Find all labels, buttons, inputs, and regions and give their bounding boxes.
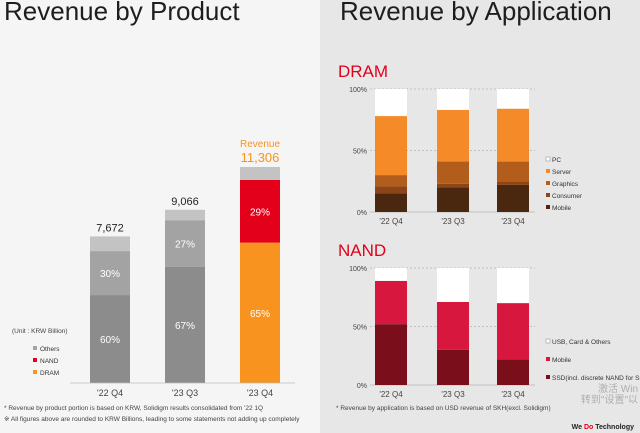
bar-segment: [375, 280, 407, 325]
footnote-product: * Revenue by product portion is based on…: [4, 405, 264, 412]
bar-total-label: 9,066: [171, 196, 199, 208]
y-tick-label: 100%: [349, 266, 367, 273]
highlight-label: Revenue: [240, 139, 280, 150]
y-tick-label: 50%: [353, 325, 367, 332]
logo-suffix: Technology: [593, 424, 634, 431]
legend-swatch: [546, 193, 550, 197]
bar-segment: [437, 161, 469, 184]
bar-value-label: 27%: [175, 240, 195, 251]
bar-segment: [240, 167, 280, 180]
activation-watermark: 激活 Win 转到"设置"以: [581, 384, 638, 406]
bar-segment: [90, 251, 130, 296]
bar-segment: [375, 268, 407, 281]
legend-swatch: [545, 156, 551, 162]
bar-segment: [497, 108, 529, 162]
bar-segment: [437, 109, 469, 162]
bar-segment: [240, 242, 280, 383]
legend-swatch: [33, 358, 37, 362]
bar-segment: [240, 179, 280, 243]
chart-section-title: DRAM: [338, 62, 388, 81]
bar-segment: [437, 183, 469, 188]
legend-label: SSD(incl. discrete NAND for SSDs): [552, 375, 640, 382]
legend-swatch: [546, 205, 550, 209]
legend-swatch: [33, 346, 37, 350]
unit-label: (Unit : KRW Billion): [12, 328, 68, 335]
left-title: Revenue by Product: [4, 0, 240, 26]
legend-label: Consumer: [552, 193, 583, 200]
legend-label: Others: [40, 346, 60, 353]
legend-swatch: [546, 375, 550, 379]
bar-segment: [497, 89, 529, 109]
bar-value-label: 30%: [100, 269, 120, 280]
bar-segment: [437, 187, 469, 212]
footnote-application: * Revenue by application is based on USD…: [336, 405, 551, 412]
product-revenue-chart: 60% 30% 7,672 '22 Q4 67% 27% 9,066 '23 Q3 65% 29%…: [12, 139, 295, 398]
company-logo: We Do Technology: [572, 424, 634, 431]
y-tick-label: 0%: [357, 210, 367, 217]
y-tick-label: 0%: [357, 383, 367, 390]
legend-label: USB, Card & Others: [552, 339, 611, 346]
legend-label: Graphics: [552, 181, 579, 188]
nand-application-chart: NAND 0% 50% 100% '22 Q4 '23 Q3 '23 Q4 USB, Card…: [338, 241, 640, 399]
category-label: '23 Q4: [247, 388, 273, 398]
category-label: '22 Q4: [379, 390, 403, 399]
bar-segment: [497, 161, 529, 182]
bar-segment: [375, 89, 407, 117]
legend-label: NAND: [40, 358, 59, 365]
bar-segment: [90, 236, 130, 252]
bar-segment: [437, 349, 469, 385]
bar-segment: [497, 303, 529, 360]
legend-swatch: [546, 181, 550, 185]
category-label: '23 Q3: [441, 390, 465, 399]
bar-segment: [375, 175, 407, 187]
chart-section-title: NAND: [338, 241, 386, 260]
bar-segment: [165, 220, 205, 267]
category-label: '22 Q4: [379, 217, 403, 226]
footnote-rounding: ※ All figures above are rounded to KRW B…: [4, 416, 300, 423]
bar-segment: [90, 295, 130, 383]
bar-segment: [497, 181, 529, 185]
category-label: '23 Q3: [441, 217, 465, 226]
right-title: Revenue by Application: [340, 0, 612, 26]
legend-label: PC: [552, 157, 561, 164]
bar-segment: [497, 359, 529, 385]
legend-swatch: [546, 169, 550, 173]
bar-value-label: 29%: [250, 207, 270, 218]
bar-value-label: 60%: [100, 335, 120, 346]
legend-label: Server: [552, 169, 572, 176]
bar-total-label: 11,306: [241, 150, 280, 165]
category-label: '23 Q4: [501, 390, 525, 399]
legend-swatch: [545, 338, 551, 344]
bar-segment: [437, 268, 469, 302]
bar-segment: [437, 301, 469, 350]
right-panel: [320, 0, 640, 433]
y-tick-label: 50%: [353, 149, 367, 156]
category-label: '22 Q4: [97, 388, 123, 398]
bar-segment: [437, 89, 469, 110]
legend-swatch: [33, 370, 37, 374]
bar-segment: [165, 209, 205, 221]
bar-segment: [375, 116, 407, 176]
bar-segment: [375, 186, 407, 194]
legend-label: Mobile: [552, 205, 572, 212]
bar-segment: [497, 184, 529, 212]
bar-value-label: 65%: [250, 309, 270, 320]
logo-accent: Do: [583, 424, 594, 431]
watermark-line-1: 激活 Win: [598, 384, 638, 395]
legend-label: Mobile: [552, 357, 572, 364]
watermark-line-2: 转到"设置"以: [580, 395, 638, 406]
category-label: '23 Q4: [501, 217, 525, 226]
y-tick-label: 100%: [349, 87, 367, 94]
bar-segment: [375, 324, 407, 385]
bar-value-label: 67%: [175, 321, 195, 332]
dram-application-chart: DRAM 0% 50% 100% '22 Q4 '23 Q3 '23 Q4 PC Server G…: [338, 62, 583, 226]
bar-segment: [165, 266, 205, 383]
bar-total-label: 7,672: [96, 222, 124, 234]
legend-label: DRAM: [40, 370, 59, 377]
legend-swatch: [546, 357, 550, 361]
category-label: '23 Q3: [172, 388, 198, 398]
bar-segment: [375, 193, 407, 212]
bar-segment: [497, 268, 529, 304]
logo-prefix: We: [571, 424, 584, 431]
